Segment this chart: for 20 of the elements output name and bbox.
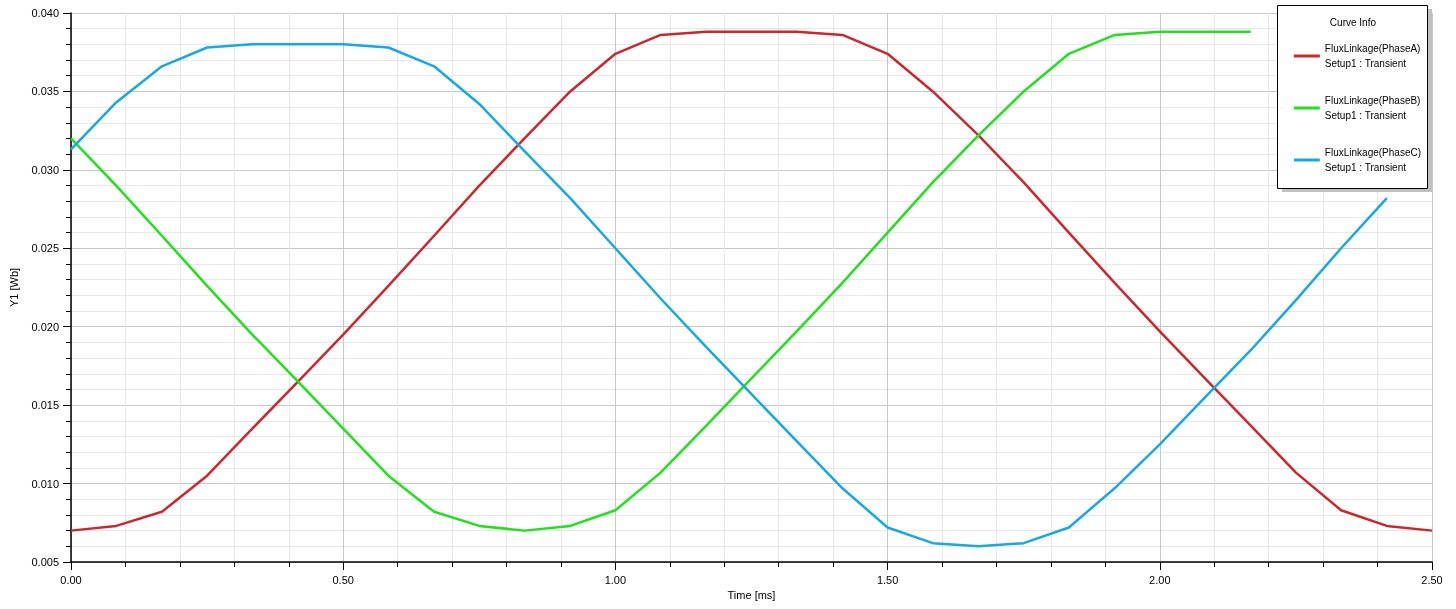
y-tick-label: 0.015 <box>31 399 59 412</box>
y-axis-title: Y1 [Wb] <box>7 267 20 308</box>
y-tick-label: 0.020 <box>31 320 59 333</box>
x-tick-label: 1.50 <box>876 573 899 586</box>
x-tick-label: 0.00 <box>60 573 82 586</box>
y-tick-label: 0.025 <box>31 242 59 255</box>
y-tick-label: 0.005 <box>31 556 59 568</box>
y-tick-label: 0.040 <box>31 7 59 19</box>
legend-label: FluxLinkage(PhaseB) Setup1 : Transient <box>1324 95 1421 121</box>
x-axis-title: Time [ms] <box>727 589 776 602</box>
y-tick-label: 0.010 <box>31 477 59 490</box>
x-tick-label: 1.00 <box>604 573 627 586</box>
x-tick-label: 0.50 <box>332 573 354 586</box>
legend-title: Curve Info <box>1329 16 1377 28</box>
legend-label: FluxLinkage(PhaseC) Setup1 : Transient <box>1324 147 1422 173</box>
y-tick-label: 0.030 <box>31 163 59 176</box>
y-tick-label: 0.035 <box>31 85 59 98</box>
x-tick-label: 2.00 <box>1149 573 1171 586</box>
legend-label: FluxLinkage(PhaseA) Setup1 : Transient <box>1324 43 1421 69</box>
x-tick-label: 2.50 <box>1421 573 1443 586</box>
